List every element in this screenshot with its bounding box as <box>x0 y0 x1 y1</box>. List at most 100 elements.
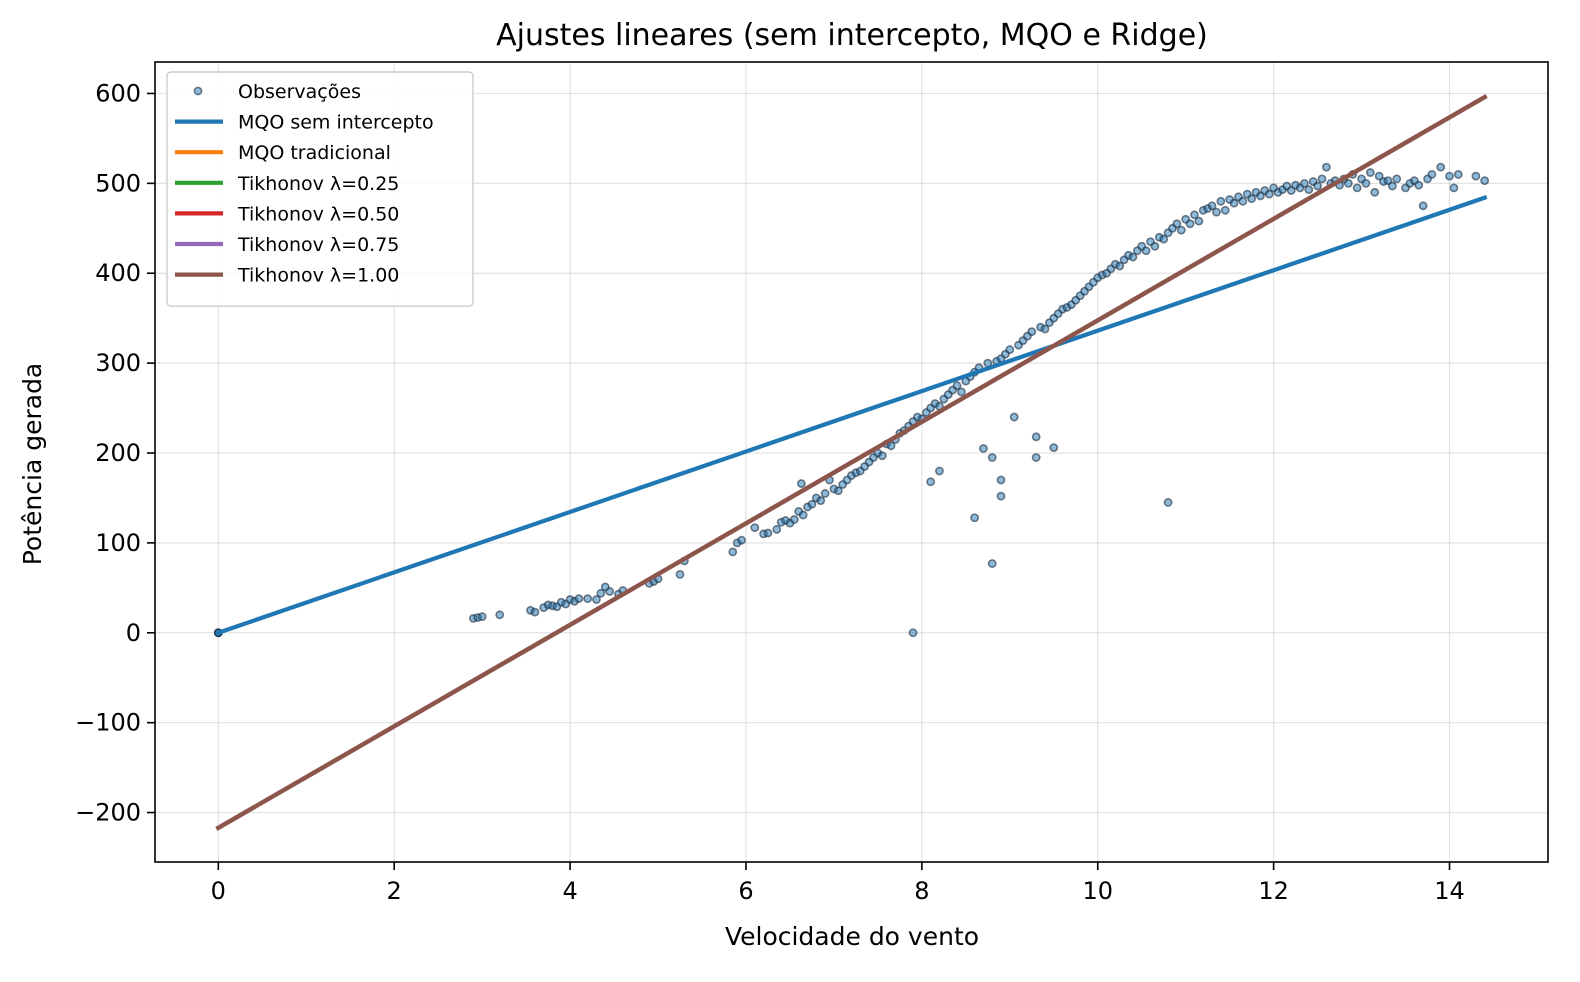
scatter-point <box>772 525 782 534</box>
scatter-point <box>1150 241 1160 251</box>
scatter-point <box>952 381 962 390</box>
scatter-point <box>1370 187 1380 197</box>
scatter-point <box>1445 171 1454 181</box>
y-tick-label: −100 <box>75 709 141 737</box>
axis-ticks: 0 2 4 6 8 10 12 14 −200 −100 0 100 200 300 400 500 600 <box>75 79 1465 905</box>
scatter-point <box>1031 432 1041 442</box>
scatter-point <box>789 515 799 524</box>
scatter-point <box>592 595 601 604</box>
scatter-point <box>583 594 593 604</box>
scatter-point <box>886 441 896 451</box>
scatter-point <box>987 559 997 568</box>
scatter-point <box>1352 183 1362 193</box>
legend-label: Tikhonov λ=0.25 <box>237 173 399 195</box>
scatter-point <box>1229 198 1239 208</box>
scatter-point <box>1216 196 1226 206</box>
y-tick-label: 300 <box>95 349 141 377</box>
y-tick-label: 100 <box>95 529 141 557</box>
scatter-point <box>1414 180 1424 190</box>
scatter-point <box>1185 219 1195 229</box>
scatter-point <box>877 451 887 461</box>
scatter-point <box>820 489 830 498</box>
scatter-point <box>1141 246 1151 256</box>
legend-box <box>166 71 474 307</box>
scatter-point <box>1374 171 1384 181</box>
scatter-point <box>1247 194 1257 204</box>
scatter-point <box>798 510 808 520</box>
y-axis-label: Potência gerada <box>18 363 47 566</box>
scatter-point <box>833 486 843 496</box>
scatter-point <box>935 466 944 476</box>
scatter-point <box>1220 205 1230 215</box>
x-tick-label: 10 <box>1082 877 1113 905</box>
x-tick-label: 0 <box>211 877 226 905</box>
x-tick-label: 8 <box>914 877 929 905</box>
y-tick-label: 200 <box>95 439 141 467</box>
x-tick-label: 14 <box>1434 877 1465 905</box>
scatter-point <box>926 477 936 487</box>
scatter-point <box>1449 183 1459 193</box>
scatter-point <box>816 496 826 506</box>
scatter-point <box>1256 191 1265 201</box>
scatter-point <box>530 607 540 617</box>
scatter-point <box>1194 216 1204 226</box>
x-tick-label: 6 <box>738 877 753 905</box>
legend: Observações MQO sem intercepto MQO tradici… <box>166 71 474 307</box>
scatter-point <box>1361 178 1371 188</box>
scatter-point <box>1009 412 1019 422</box>
scatter-point <box>495 610 505 620</box>
scatter-point <box>1313 181 1322 191</box>
legend-label: Tikhonov λ=0.75 <box>237 234 399 256</box>
fit-line <box>215 94 1488 831</box>
scatter-point <box>1343 178 1353 188</box>
scatter-point <box>1321 162 1331 172</box>
y-tick-label: 0 <box>126 619 141 647</box>
scatter-point <box>1115 261 1125 271</box>
legend-marker <box>193 86 203 96</box>
scatter-point <box>1163 498 1173 507</box>
legend-label: MQO sem intercepto <box>238 112 434 134</box>
scatter-point <box>1418 201 1428 211</box>
scatter-point <box>1383 176 1393 186</box>
scatter-point <box>796 479 806 488</box>
scatter-point <box>1238 196 1248 206</box>
scatter-point <box>605 587 615 596</box>
y-tick-label: 400 <box>95 259 141 287</box>
scatter-point <box>1207 201 1217 211</box>
scatter-point <box>750 523 760 533</box>
chart-title: Ajustes lineares (sem intercepto, MQO e … <box>496 18 1208 53</box>
y-tick-label: 600 <box>95 79 141 107</box>
scatter-point <box>979 444 988 453</box>
scatter-point <box>1040 324 1050 334</box>
legend-label: MQO tradicional <box>238 142 391 164</box>
scatter-point <box>1159 234 1169 244</box>
scatter-point <box>1471 171 1481 181</box>
scatter-point <box>737 535 746 545</box>
scatter-point <box>1031 453 1041 462</box>
x-tick-label: 2 <box>387 877 402 905</box>
scatter-point <box>1387 181 1397 191</box>
scatter-point <box>1005 345 1015 355</box>
scatter-point <box>1172 219 1182 229</box>
x-tick-label: 12 <box>1258 877 1289 905</box>
scatter-point <box>807 499 817 509</box>
scatter-point <box>1176 225 1186 235</box>
scatter-point <box>1128 252 1138 262</box>
scatter-point <box>1480 176 1490 186</box>
scatter-point <box>1027 327 1037 337</box>
scatter-point <box>1300 178 1309 188</box>
y-tick-label: 500 <box>95 169 141 197</box>
legend-label: Tikhonov λ=0.50 <box>237 203 399 225</box>
scatter-point <box>1427 169 1437 179</box>
scatter-point <box>763 528 773 538</box>
scatter-point <box>1365 168 1375 177</box>
scatter-point <box>970 513 980 523</box>
plot-frame <box>154 61 1549 863</box>
scatter-point <box>1304 185 1314 195</box>
fit-line <box>215 195 1488 636</box>
scatter-point <box>987 453 997 462</box>
scatter-point <box>1190 210 1199 220</box>
x-axis-label: Velocidade do vento <box>725 922 979 951</box>
x-tick-label: 4 <box>562 877 577 905</box>
